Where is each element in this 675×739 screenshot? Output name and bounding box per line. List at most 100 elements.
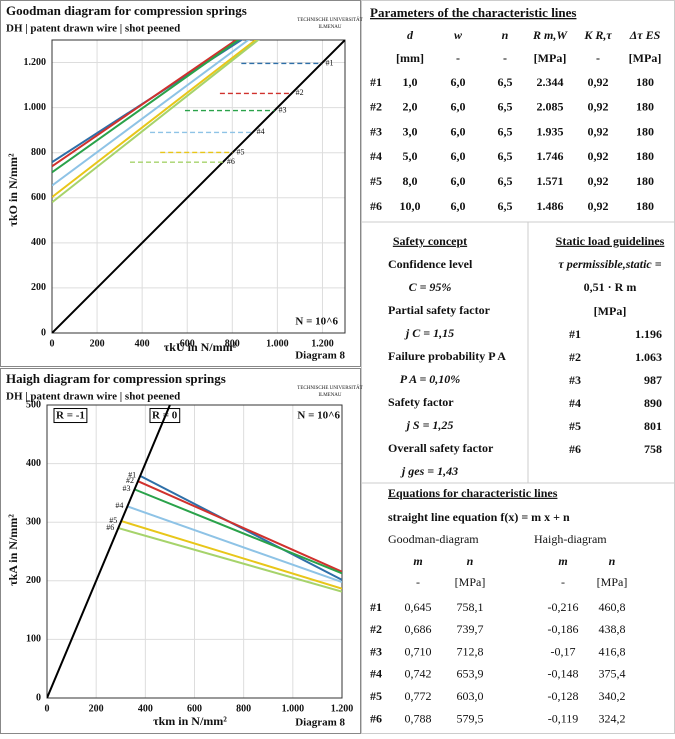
table-cell: #1 <box>370 600 382 614</box>
table-cell: 6,0 <box>451 100 466 114</box>
series-line <box>134 488 342 575</box>
series-label: #6 <box>106 523 114 532</box>
safety-item: Safety factor <box>388 395 454 409</box>
table-cell: 5,0 <box>403 149 418 163</box>
table-cell: -0,17 <box>551 644 576 658</box>
table-cell: 340,2 <box>599 689 626 703</box>
table-cell: 375,4 <box>599 667 626 681</box>
series-line <box>52 40 260 204</box>
y-tick-label: 600 <box>31 192 46 203</box>
table-cell: #1 <box>569 327 581 341</box>
table-cell: 1.196 <box>635 327 662 341</box>
series-label: #2 <box>296 88 304 97</box>
y-tick-label: 100 <box>26 634 41 645</box>
series-label: #5 <box>237 147 245 156</box>
y-tick-label: 200 <box>31 282 46 293</box>
annotation: R = 0 <box>152 410 178 422</box>
chart-subtitle: DH | patent drawn wire | shot peened <box>6 23 180 35</box>
annotation: N = 10^6 <box>297 410 340 422</box>
logo-text: ILMENAU <box>318 393 341 398</box>
table-cell: 180 <box>636 199 654 213</box>
y-tick-label: 200 <box>26 575 41 586</box>
table-cell: 579,5 <box>457 711 484 725</box>
plot-frame <box>51 39 346 334</box>
series-line <box>118 527 342 593</box>
annotation: Diagram 8 <box>295 717 345 729</box>
table-cell: #3 <box>569 373 581 387</box>
safety-item: Failure probability P A <box>388 349 506 363</box>
table-cell: 0,645 <box>405 600 432 614</box>
logo-text: TECHNISCHE UNIVERSITÄT <box>297 17 362 23</box>
table-cell: #5 <box>370 689 382 703</box>
logo-text: TECHNISCHE UNIVERSITÄT <box>297 385 362 391</box>
table-cell: 1.486 <box>537 199 564 213</box>
table-cell: #4 <box>370 149 382 163</box>
column-unit: [MPa] <box>597 575 628 589</box>
series-line <box>120 520 342 590</box>
table-cell: 2,0 <box>403 100 418 114</box>
table-cell: 0,92 <box>588 100 609 114</box>
table-cell: 1.935 <box>537 124 564 138</box>
section-title: Parameters of the characteristic lines <box>370 5 576 20</box>
panel-border <box>0 0 361 367</box>
safety-item: j C = 1,15 <box>404 326 454 340</box>
table-cell: 6,5 <box>498 100 513 114</box>
annotation: N = 10^6 <box>295 316 338 328</box>
table-cell: 2.085 <box>537 100 564 114</box>
table-cell: 0,92 <box>588 75 609 89</box>
table-cell: 438,8 <box>599 622 626 636</box>
y-tick-label: 1.000 <box>24 102 47 113</box>
x-tick-label: 0 <box>50 338 55 349</box>
x-tick-label: 200 <box>90 338 105 349</box>
table-cell: 6,5 <box>498 149 513 163</box>
safety-item: j ges = 1,43 <box>400 464 458 478</box>
y-tick-label: 800 <box>31 147 46 158</box>
table-cell: 0,92 <box>588 149 609 163</box>
table-cell: 0,710 <box>405 644 432 658</box>
x-tick-label: 800 <box>236 703 251 714</box>
table-cell: #1 <box>370 75 382 89</box>
table-cell: 1.571 <box>537 174 564 188</box>
table-cell: #6 <box>370 199 382 213</box>
series-line <box>52 40 345 333</box>
series-line <box>127 505 342 584</box>
y-axis-label: τkO in N/mm² <box>6 153 20 227</box>
table-cell: 6,0 <box>451 199 466 213</box>
x-axis-label: τkm in N/mm² <box>153 714 227 728</box>
x-tick-label: 0 <box>45 703 50 714</box>
table-cell: 3,0 <box>403 124 418 138</box>
table-cell: #2 <box>569 350 581 364</box>
group-header: Goodman-diagram <box>388 532 479 546</box>
plot-area <box>47 405 342 698</box>
table-cell: 10,0 <box>400 199 421 213</box>
chart-title: Haigh diagram for compression springs <box>6 371 226 386</box>
table-cell: #3 <box>370 644 382 658</box>
table-cell: 1,0 <box>403 75 418 89</box>
y-axis-label: τkA in N/mm² <box>6 514 20 586</box>
table-cell: 0,788 <box>405 711 432 725</box>
table-cell: 0,772 <box>405 689 432 703</box>
subtitle: straight line equation f(x) = m x + n <box>388 510 570 524</box>
table-cell: #5 <box>569 419 581 433</box>
table-cell: #2 <box>370 100 382 114</box>
table-cell: 0,92 <box>588 174 609 188</box>
table-cell: 1.746 <box>537 149 564 163</box>
table-cell: #4 <box>370 667 382 681</box>
table-cell: 180 <box>636 75 654 89</box>
safety-item: Confidence level <box>388 257 473 271</box>
table-cell: 6,0 <box>451 124 466 138</box>
table-cell: 758,1 <box>457 600 484 614</box>
formula: τ permissible,static = <box>558 257 661 271</box>
table-cell: 0,686 <box>405 622 432 636</box>
column-header: m <box>413 554 422 568</box>
y-tick-label: 1.200 <box>24 57 47 68</box>
section-title: Equations for characteristic lines <box>388 486 558 500</box>
chart-subtitle: DH | patent drawn wire | shot peened <box>6 391 180 403</box>
table-cell: 2.344 <box>537 75 564 89</box>
series-label: #5 <box>109 516 117 525</box>
section-title: Safety concept <box>393 234 467 248</box>
annotation: R = -1 <box>56 410 85 422</box>
column-unit: - <box>596 51 600 65</box>
table-cell: 6,0 <box>451 75 466 89</box>
